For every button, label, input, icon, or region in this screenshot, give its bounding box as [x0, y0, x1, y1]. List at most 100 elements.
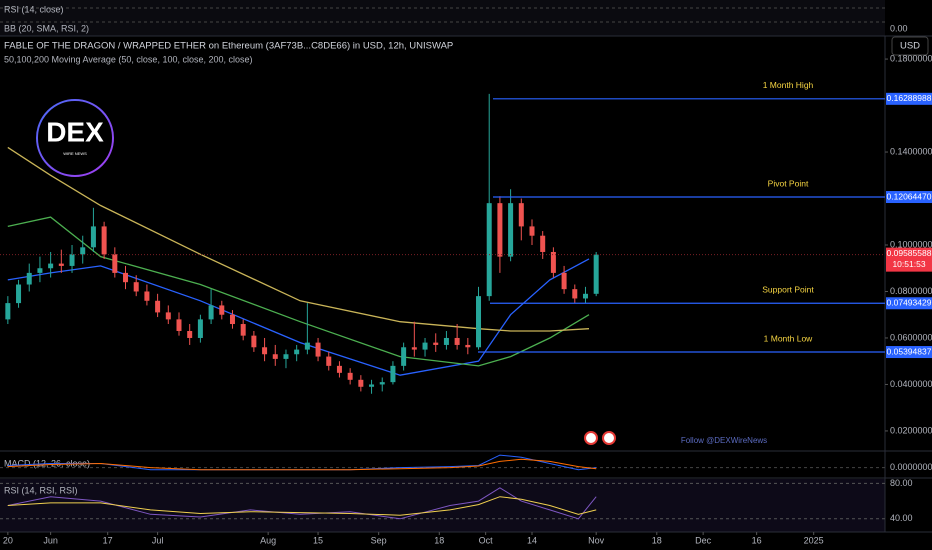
x-tick-label: Oct: [479, 535, 494, 545]
x-tick-label: 18: [434, 535, 444, 545]
candle-body: [5, 303, 11, 320]
candle-body: [69, 254, 75, 266]
rsi-tick-label: 80.00: [890, 478, 913, 488]
x-tick-label: 14: [527, 535, 537, 545]
x-tick-label: Aug: [260, 535, 276, 545]
x-tick-label: 16: [752, 535, 762, 545]
top-panel-label: RSI (14, close): [4, 4, 64, 14]
currency-button[interactable]: [891, 36, 929, 56]
top-panel-label: BB (20, SMA, RSI, 2): [4, 23, 89, 33]
flag-icon[interactable]: [602, 431, 616, 445]
event-flags[interactable]: [584, 431, 616, 445]
candle-body: [123, 272, 129, 283]
candle-body: [401, 347, 407, 366]
candle-body: [508, 203, 514, 257]
candle-body: [476, 296, 482, 348]
rsi-panel: [0, 479, 885, 532]
level-price: 0.16288988: [887, 93, 932, 103]
candle-body: [347, 372, 353, 380]
y-tick-label: 0.02000000: [890, 425, 932, 435]
candle-body: [37, 268, 43, 273]
candle-body: [411, 347, 417, 350]
candle-body: [379, 382, 385, 385]
level-price-box: [886, 346, 932, 359]
rsi-label: RSI (14, RSI, RSI): [4, 485, 78, 495]
indicator-line: [7, 458, 597, 471]
x-tick-label: 2025: [804, 535, 824, 545]
x-tick-label: Jun: [43, 535, 58, 545]
indicator-line: [7, 146, 590, 332]
candle-body: [272, 354, 278, 359]
candle-body: [197, 319, 203, 338]
candle-body: [593, 254, 599, 294]
candle-body: [336, 365, 342, 373]
candle-body: [582, 293, 588, 299]
level-name: 1 Month High: [763, 80, 814, 90]
currency-label[interactable]: USD: [900, 41, 920, 52]
logo-sub: WIRE NEWS: [63, 151, 87, 156]
top-panel-tick: 0.00: [890, 23, 908, 33]
logo-ring: [36, 99, 114, 177]
candle-body: [540, 235, 546, 252]
candle-body: [572, 289, 578, 299]
flag-icon[interactable]: [584, 431, 598, 445]
candle-body: [550, 251, 556, 273]
level-price: 0.07493429: [887, 298, 932, 308]
level-price-box: [886, 297, 932, 310]
chart-title: FABLE OF THE DRAGON / WRAPPED ETHER on E…: [4, 41, 453, 52]
candle-body: [133, 282, 139, 292]
candle-body: [208, 305, 214, 320]
indicator-line: [7, 258, 590, 376]
candle-body: [529, 226, 535, 236]
countdown: 10:51:53: [892, 259, 925, 269]
candle-body: [90, 226, 96, 248]
x-tick-label: Jul: [152, 535, 164, 545]
indicator-line: [7, 487, 597, 520]
x-tick-label: Sep: [371, 535, 387, 545]
top-panel: [0, 0, 885, 36]
candle-body: [304, 342, 310, 350]
candle-body: [16, 284, 22, 304]
x-tick-label: 17: [103, 535, 113, 545]
indicator-line: [7, 216, 590, 367]
candle-body: [176, 319, 182, 331]
level-name: Pivot Point: [768, 178, 809, 188]
x-tick-label: 15: [313, 535, 323, 545]
candle-body: [58, 263, 64, 266]
last-price-box: [886, 247, 932, 272]
candle-body: [433, 342, 439, 345]
candle-body: [240, 324, 246, 336]
candle-body: [187, 330, 193, 338]
candle-body: [369, 384, 375, 387]
candle-body: [144, 291, 150, 301]
logo-text: DEX: [46, 116, 104, 147]
chart-subtitle: 50,100,200 Moving Average (50, close, 10…: [4, 54, 253, 64]
candle-body: [443, 337, 449, 345]
level-name: Support Point: [762, 285, 814, 295]
candle-body: [497, 203, 503, 257]
candle-body: [80, 247, 86, 255]
candle-body: [358, 379, 364, 387]
candle-body: [101, 226, 107, 255]
rsi-tick-label: 40.00: [890, 513, 913, 523]
candle-body: [219, 305, 225, 315]
indicator-line: [7, 496, 597, 516]
x-tick-label: 20: [3, 535, 13, 545]
candle-body: [229, 314, 235, 325]
candle-body: [262, 347, 268, 355]
level-price-box: [886, 92, 932, 105]
candle-body: [422, 342, 428, 350]
level-price-box: [886, 191, 932, 204]
candle-body: [283, 354, 289, 359]
candle-body: [155, 300, 161, 313]
candle-body: [326, 356, 332, 366]
last-price: 0.09585588: [887, 248, 932, 258]
